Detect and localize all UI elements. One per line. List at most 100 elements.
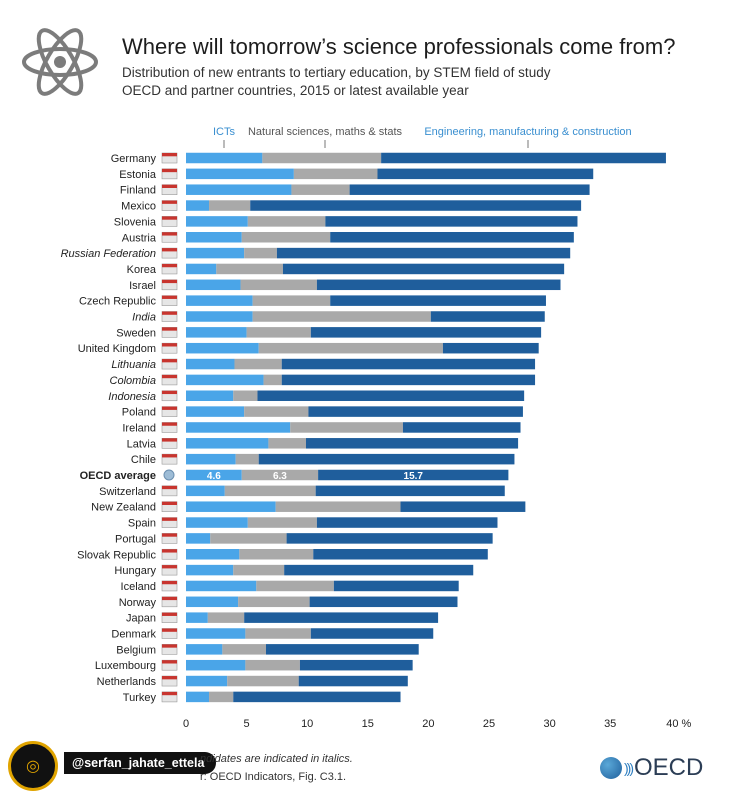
bar-israel-1 (186, 279, 241, 291)
category-label-switzerland: Switzerland (99, 486, 156, 498)
category-label-slovak-republic: Slovak Republic (77, 549, 156, 561)
flag-stripe-sweden (162, 327, 177, 331)
flag-stripe-switzerland (162, 485, 177, 490)
bar-austria-2 (241, 232, 331, 243)
flag-stripe-portugal (162, 533, 177, 537)
flag-stripe-estonia (162, 168, 177, 173)
bar-germany-1 (186, 152, 263, 164)
category-label-finland: Finland (120, 185, 156, 197)
bar-belgium-3 (265, 644, 419, 655)
bar-czech-republic-1 (186, 295, 253, 306)
category-label-mexico: Mexico (121, 201, 156, 213)
bar-israel-2 (240, 279, 317, 291)
flag-stripe-latvia (162, 438, 177, 442)
bar-mexico-1 (186, 200, 210, 211)
bar-lithuania-3 (281, 358, 536, 370)
bar-portugal-3 (286, 533, 493, 544)
bar-estonia-2 (293, 168, 378, 180)
category-label-russian-federation: Russian Federation (61, 248, 156, 260)
category-label-japan: Japan (126, 613, 156, 625)
oecd-logo-icon: ))) OECD (600, 754, 703, 782)
flag-stripe-netherlands (162, 676, 177, 680)
bar-mexico-3 (250, 200, 582, 211)
bar-ireland-1 (186, 422, 291, 433)
bar-iceland-3 (333, 580, 459, 592)
bar-belgium-1 (186, 644, 223, 655)
bar-korea-2 (216, 263, 283, 275)
category-label-hungary: Hungary (114, 565, 156, 577)
category-label-slovenia: Slovenia (114, 216, 157, 228)
category-label-iceland: Iceland (121, 581, 156, 593)
bar-new-zealand-3 (400, 501, 526, 512)
globe-icon (600, 757, 622, 779)
bar-spain-1 (186, 517, 248, 528)
flag-stripe-norway (162, 596, 177, 601)
category-label-korea: Korea (127, 264, 157, 276)
chart-subtitle: Distribution of new entrants to tertiary… (122, 64, 550, 100)
bar-portugal-2 (210, 533, 287, 544)
flag-stripe-hungary (162, 565, 177, 569)
bar-norway-2 (238, 596, 310, 608)
chart-title: Where will tomorrow’s science profession… (122, 34, 676, 59)
bar-korea-1 (186, 263, 217, 275)
flag-stripe-austria (162, 232, 177, 236)
category-label-chile: Chile (131, 454, 156, 466)
category-label-oecd-average: OECD average (80, 470, 156, 482)
bar-estonia-3 (377, 168, 594, 180)
x-tick-label: 5 (244, 718, 250, 730)
data-label-2: 6.3 (273, 471, 287, 482)
bar-finland-3 (349, 184, 590, 195)
bar-estonia-1 (186, 168, 294, 180)
bar-denmark-3 (310, 628, 434, 639)
category-label-estonia: Estonia (119, 169, 157, 181)
bar-lithuania-1 (186, 358, 235, 370)
category-label-united-kingdom: United Kingdom (78, 343, 156, 355)
bar-austria-1 (186, 232, 242, 243)
bar-russian-federation-3 (276, 247, 571, 259)
bar-poland-3 (308, 406, 523, 417)
bar-turkey-1 (186, 691, 210, 703)
bar-indonesia-1 (186, 390, 234, 401)
bar-austria-3 (330, 232, 574, 243)
bar-colombia-1 (186, 374, 264, 386)
bar-korea-3 (282, 263, 565, 275)
bar-new-zealand-2 (275, 501, 401, 512)
x-tick-label: 40 % (666, 718, 691, 730)
flag-stripe-iceland (162, 580, 177, 585)
bar-czech-republic-3 (330, 295, 546, 306)
bar-chile-3 (258, 453, 515, 465)
bar-luxembourg-2 (245, 659, 300, 671)
bar-chile-1 (186, 453, 236, 465)
flag-stripe-india (162, 311, 177, 315)
bar-germany-2 (262, 152, 382, 164)
category-label-belgium: Belgium (116, 644, 156, 656)
flag-stripe-ireland (162, 422, 177, 426)
flag-stripe-turkey (162, 691, 177, 696)
bar-colombia-2 (263, 374, 282, 386)
bar-russian-federation-2 (244, 247, 277, 259)
category-label-netherlands: Netherlands (97, 676, 157, 688)
bar-lithuania-2 (234, 358, 282, 370)
bar-india-2 (252, 311, 431, 322)
bar-turkey-3 (233, 691, 401, 703)
x-tick-label: 15 (362, 718, 374, 730)
flag-stripe-united-kingdom (162, 343, 177, 347)
bar-oecd-average-1 (186, 469, 242, 481)
category-label-latvia: Latvia (127, 438, 157, 450)
bar-czech-republic-2 (252, 295, 331, 306)
bar-ireland-2 (290, 422, 403, 433)
bar-hungary-1 (186, 564, 234, 576)
bar-poland-1 (186, 406, 245, 417)
bar-finland-1 (186, 184, 292, 195)
bar-slovak-republic-3 (313, 549, 488, 560)
data-label-1: 4.6 (207, 471, 221, 482)
bar-latvia-2 (268, 438, 306, 449)
category-label-ireland: Ireland (122, 422, 156, 434)
bar-sweden-1 (186, 327, 247, 338)
channel-handle[interactable]: @serfan_jahate_ettela (64, 752, 217, 774)
bar-united-kingdom-2 (258, 342, 443, 354)
category-label-colombia: Colombia (110, 375, 156, 387)
bar-indonesia-2 (233, 390, 258, 401)
bar-netherlands-2 (227, 675, 299, 687)
